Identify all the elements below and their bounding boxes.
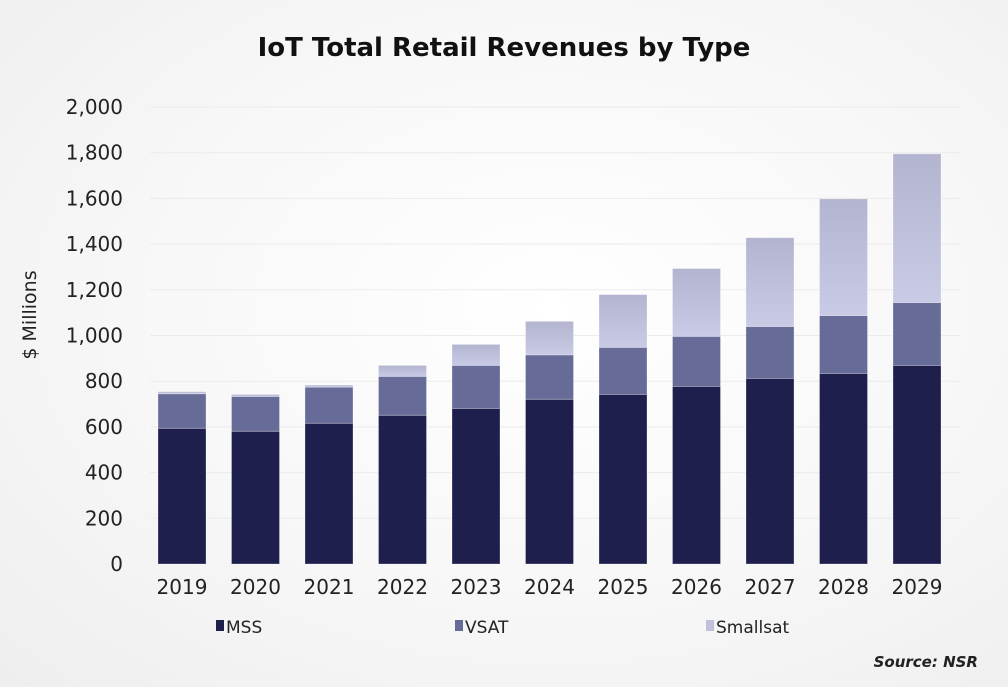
bar-segment-vsat-2024: [525, 354, 574, 400]
x-tick-label: 2019: [157, 575, 208, 599]
legend-label: VSAT: [465, 618, 509, 638]
bar-segment-smallsat-2029: [892, 153, 942, 303]
legend-swatch: [216, 620, 224, 631]
y-tick-label: 1,200: [66, 278, 123, 302]
y-tick-label: 200: [85, 506, 123, 530]
bar-segment-smallsat-2028: [819, 198, 868, 317]
bars: [157, 153, 942, 565]
y-tick-label: 1,400: [66, 232, 123, 256]
x-tick-label: 2028: [818, 575, 869, 599]
x-tick-label: 2027: [745, 575, 796, 599]
legend-swatch: [455, 620, 463, 631]
bar-segment-mss-2023: [451, 407, 501, 565]
bar-segment-smallsat-2027: [745, 237, 795, 327]
bar-segment-smallsat-2022: [378, 365, 427, 377]
y-tick-label: 1,800: [66, 141, 123, 165]
bar-segment-vsat-2022: [378, 376, 427, 416]
y-tick-label: 600: [85, 415, 123, 439]
x-tick-label: 2022: [377, 575, 428, 599]
legend-label: MSS: [226, 618, 262, 638]
bar-segment-vsat-2023: [451, 365, 501, 409]
bar-segment-smallsat-2020: [231, 394, 280, 397]
bar-segment-mss-2019: [157, 427, 207, 565]
legend-swatch: [706, 620, 714, 631]
bar-segment-mss-2027: [745, 378, 795, 565]
bar-segment-mss-2021: [304, 422, 354, 565]
bar-segment-mss-2022: [378, 414, 427, 565]
bar-segment-smallsat-2019: [157, 391, 207, 395]
legend: MSS VSAT Smallsat: [216, 618, 789, 638]
bar-segment-vsat-2026: [672, 336, 721, 387]
legend-item-smallsat: Smallsat: [706, 618, 789, 638]
bar-segment-smallsat-2025: [598, 294, 648, 348]
bar-segment-mss-2029: [892, 365, 942, 565]
bar-segment-mss-2028: [819, 373, 868, 565]
bar-segment-vsat-2021: [304, 386, 354, 424]
bar-segment-smallsat-2023: [451, 344, 501, 366]
x-tick-label: 2020: [230, 575, 281, 599]
bar-segment-vsat-2020: [231, 396, 280, 432]
y-axis-ticks: 0 200 400 600 800 1,000 1,200 1,400 1,600 1,800 2,…: [66, 95, 123, 576]
bar-segment-smallsat-2021: [304, 384, 354, 388]
bar-segment-vsat-2027: [745, 326, 795, 379]
y-tick-label: 1,600: [66, 186, 123, 210]
bar-segment-vsat-2029: [892, 302, 942, 366]
y-tick-label: 2,000: [66, 95, 123, 119]
y-tick-label: 1,000: [66, 324, 123, 348]
y-tick-label: 400: [85, 461, 123, 485]
legend-item-vsat: VSAT: [455, 618, 509, 638]
bar-segment-vsat-2028: [819, 315, 868, 374]
bar-segment-smallsat-2026: [672, 268, 721, 337]
x-axis-ticks: 2019 2020 2021 2022 2023 2024 2025 2026 2027 2028…: [157, 575, 943, 599]
x-tick-label: 2026: [671, 575, 722, 599]
bar-segment-smallsat-2024: [525, 320, 574, 356]
bar-segment-mss-2025: [598, 394, 648, 565]
y-tick-label: 0: [110, 552, 123, 576]
legend-label: Smallsat: [716, 618, 789, 638]
bar-segment-mss-2024: [525, 398, 574, 565]
source-note: Source: NSR: [874, 653, 978, 671]
legend-item-mss: MSS: [216, 618, 262, 638]
chart-title: IoT Total Retail Revenues by Type: [258, 33, 751, 63]
x-tick-label: 2021: [304, 575, 355, 599]
x-tick-label: 2023: [451, 575, 502, 599]
x-tick-label: 2024: [524, 575, 575, 599]
bar-segment-vsat-2019: [157, 393, 207, 429]
y-axis-label: $ Millions: [19, 270, 41, 359]
bar-segment-mss-2020: [231, 430, 280, 565]
bar-segment-mss-2026: [672, 386, 721, 565]
x-tick-label: 2029: [892, 575, 943, 599]
x-tick-label: 2025: [598, 575, 649, 599]
y-tick-label: 800: [85, 369, 123, 393]
bar-segment-vsat-2025: [598, 346, 648, 395]
